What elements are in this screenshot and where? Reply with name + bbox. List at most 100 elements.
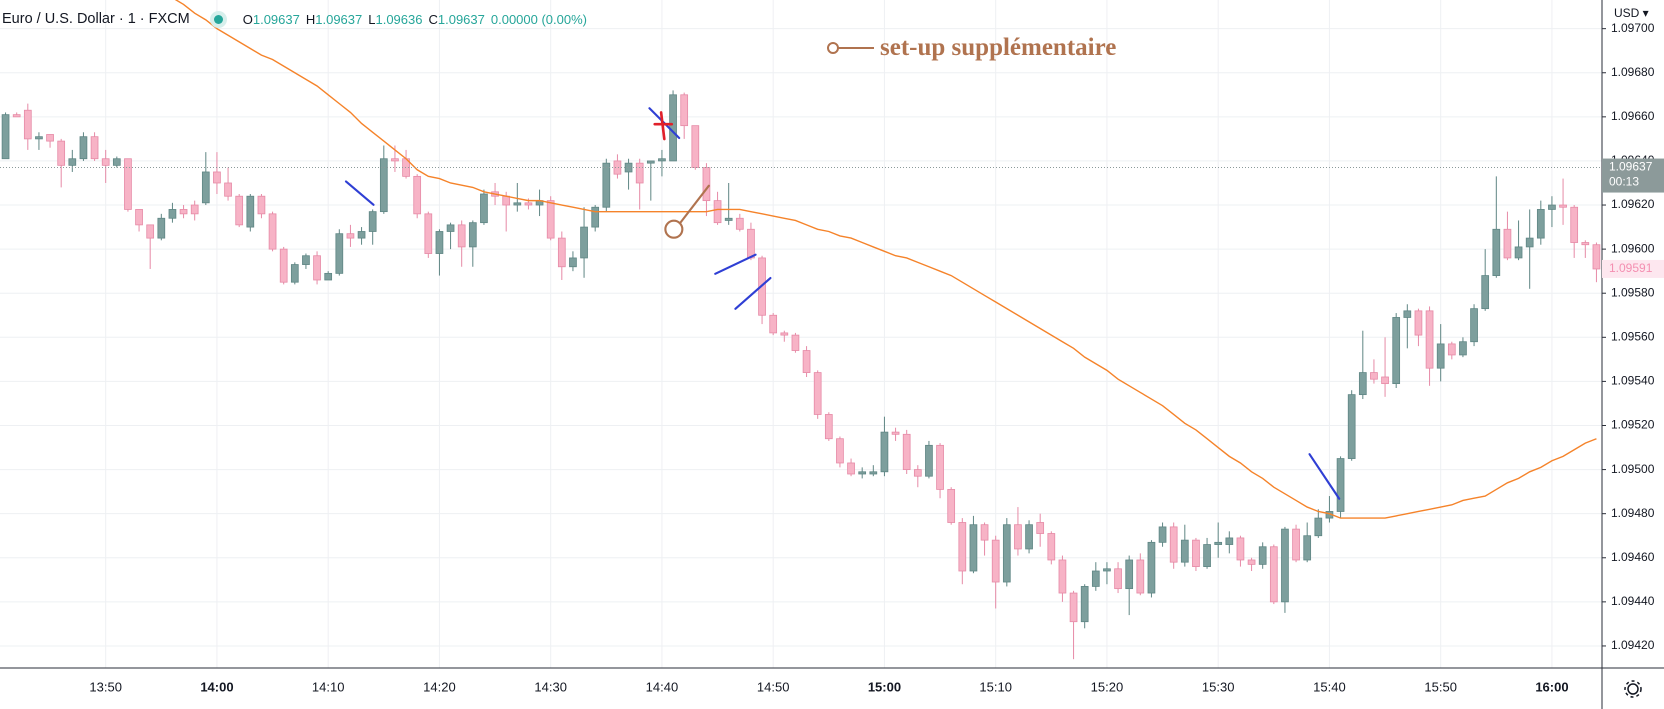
settings-icon[interactable] <box>1624 680 1642 698</box>
y-tick-label: 1.09680 <box>1611 65 1655 79</box>
candle-body <box>1225 537 1234 545</box>
candle-body <box>468 222 477 248</box>
y-tick-label: 1.09440 <box>1611 594 1655 608</box>
candle-body <box>680 94 689 127</box>
candle-body <box>391 158 399 162</box>
candle-body <box>1548 204 1556 210</box>
candle-body <box>324 272 333 281</box>
candle-body <box>646 160 655 164</box>
candle-body <box>1303 535 1312 561</box>
candle-body <box>1492 228 1501 276</box>
candle-body <box>669 94 677 162</box>
candle-body <box>936 444 944 490</box>
candle-body <box>1069 592 1078 623</box>
cross-mark <box>659 111 666 141</box>
candle-body <box>780 332 789 336</box>
candle-body <box>1559 204 1567 208</box>
market-status <box>213 14 223 24</box>
candle-body <box>12 114 21 118</box>
candle-body <box>146 224 155 239</box>
candle-body <box>602 162 611 208</box>
candle-body <box>702 167 711 202</box>
price-tag <box>1602 158 1664 193</box>
candle-body <box>569 257 577 268</box>
candle-body <box>824 414 833 440</box>
currency-selector[interactable]: USD ▾ <box>1614 6 1649 20</box>
x-tick-label: 15:40 <box>1313 679 1346 694</box>
candle-body <box>168 209 177 219</box>
trend-line <box>1308 453 1341 500</box>
candle-body <box>991 539 1000 583</box>
candle-body <box>836 438 844 464</box>
currency: USD <box>1614 6 1640 20</box>
value: 1.09637 <box>315 11 363 27</box>
candle-body <box>1136 559 1145 594</box>
candle-body <box>1114 568 1122 590</box>
candle-body <box>1180 539 1189 563</box>
candle-body <box>1503 228 1512 259</box>
trend-line <box>734 276 772 310</box>
plot-area <box>0 0 1602 660</box>
x-tick-label: 14:30 <box>534 679 567 694</box>
y-tick-label: 1.09480 <box>1611 506 1655 520</box>
candle-body <box>1014 524 1022 550</box>
candle-body <box>302 255 310 265</box>
candle-body <box>457 224 466 248</box>
y-tick-label: 1.09520 <box>1611 418 1655 432</box>
candle-body <box>1414 310 1423 336</box>
candle-body <box>635 162 644 184</box>
candle-body <box>357 231 366 239</box>
candle-body <box>557 237 566 268</box>
candle-body <box>1370 372 1378 380</box>
x-tick-label: 14:20 <box>423 679 456 694</box>
candle-body <box>190 204 199 215</box>
candle-body <box>1036 522 1045 534</box>
candle-body <box>1392 317 1401 385</box>
candle-body <box>1470 308 1478 343</box>
candle-body <box>23 109 32 140</box>
value: 1.09636 <box>375 11 423 27</box>
candle-body <box>68 158 77 166</box>
x-tick-label: 15:10 <box>979 679 1012 694</box>
candle-body <box>1347 394 1356 459</box>
candle-body <box>580 226 588 259</box>
candle-body <box>257 195 266 215</box>
candle-body <box>747 228 755 259</box>
candle-body <box>290 264 299 283</box>
candle-body <box>246 195 255 228</box>
candle-body <box>57 140 66 166</box>
candle-body <box>1058 559 1067 594</box>
candle-body <box>724 217 733 221</box>
price-tag-label: 1.09637 <box>1609 160 1653 174</box>
y-tick-label: 1.09500 <box>1611 462 1655 476</box>
candle-body <box>691 125 700 168</box>
candle-body <box>79 136 88 160</box>
y-tick-label: 1.09660 <box>1611 109 1655 123</box>
gear <box>1627 683 1639 695</box>
candle-body <box>847 462 855 475</box>
x-tick-label: 13:50 <box>89 679 122 694</box>
y-tick-label: 1.09620 <box>1611 197 1655 211</box>
candle-body <box>1336 458 1345 512</box>
label: O <box>242 11 253 27</box>
label: L <box>368 11 376 27</box>
candle-body <box>658 158 666 162</box>
candle-body <box>902 433 911 470</box>
label: C <box>428 11 438 27</box>
y-tick-label: 1.09600 <box>1611 241 1655 255</box>
candle-body <box>1358 372 1367 396</box>
candle-body <box>135 209 143 226</box>
candle-body <box>925 444 933 477</box>
candle-body <box>1281 528 1289 603</box>
candle-body <box>1403 310 1412 318</box>
candle-body <box>1103 568 1111 572</box>
candle-body <box>90 136 99 160</box>
candle-body <box>502 195 511 206</box>
candle-body <box>335 233 344 274</box>
candle-body <box>858 471 867 475</box>
candle-body <box>1525 237 1534 248</box>
grid <box>0 0 1602 668</box>
price-tag-label: 1.09591 <box>1609 261 1653 275</box>
